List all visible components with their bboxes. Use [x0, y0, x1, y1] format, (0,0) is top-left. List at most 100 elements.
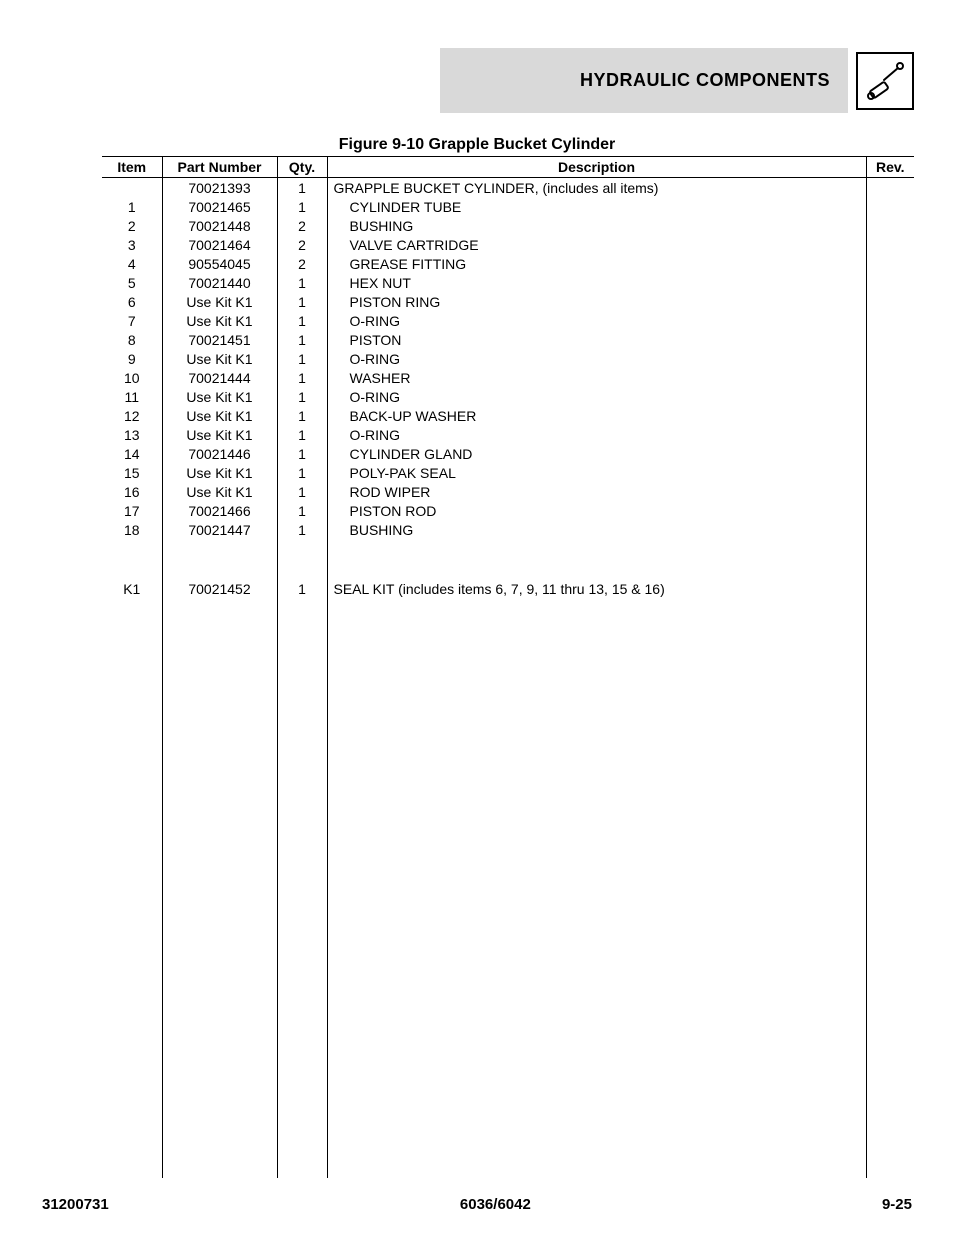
table-row: 7Use Kit K11O-RING [102, 311, 914, 330]
cell-qty: 1 [277, 387, 327, 406]
cell-desc: PISTON RING [327, 292, 866, 311]
cell-item [102, 178, 162, 198]
cell-item: 2 [102, 216, 162, 235]
cell-rev [866, 406, 914, 425]
cell-desc: O-RING [327, 425, 866, 444]
cell-desc: CYLINDER GLAND [327, 444, 866, 463]
cell-qty: 2 [277, 216, 327, 235]
footer-right: 9-25 [882, 1196, 912, 1213]
cell-qty: 1 [277, 579, 327, 598]
cell-qty: 1 [277, 311, 327, 330]
cell-part: 70021465 [162, 197, 277, 216]
cell-rev [866, 482, 914, 501]
cell-rev [866, 444, 914, 463]
cell-qty: 1 [277, 273, 327, 292]
table-row: 1700214651CYLINDER TUBE [102, 197, 914, 216]
cell-rev [866, 292, 914, 311]
cell-desc: O-RING [327, 349, 866, 368]
hydraulic-cylinder-icon [856, 52, 914, 110]
table-row: 12Use Kit K11BACK-UP WASHER [102, 406, 914, 425]
table-row: 8700214511PISTON [102, 330, 914, 349]
cell-item: 6 [102, 292, 162, 311]
cell-desc: PISTON ROD [327, 501, 866, 520]
table-row: 13Use Kit K11O-RING [102, 425, 914, 444]
spacer-row [102, 539, 914, 579]
cell-item: 5 [102, 273, 162, 292]
cell-desc: GREASE FITTING [327, 254, 866, 273]
table-row: 700213931GRAPPLE BUCKET CYLINDER, (inclu… [102, 178, 914, 198]
col-header-item: Item [102, 157, 162, 178]
cell-item: 11 [102, 387, 162, 406]
cell-part: 70021466 [162, 501, 277, 520]
cell-item: 1 [102, 197, 162, 216]
cell-part: Use Kit K1 [162, 292, 277, 311]
cell-part: Use Kit K1 [162, 387, 277, 406]
footer-center: 6036/6042 [460, 1196, 531, 1213]
cell-item: 18 [102, 520, 162, 539]
cell-desc: POLY-PAK SEAL [327, 463, 866, 482]
cell-item: 13 [102, 425, 162, 444]
section-title: HYDRAULIC COMPONENTS [440, 48, 848, 113]
cell-item: 15 [102, 463, 162, 482]
cell-desc: O-RING [327, 387, 866, 406]
cell-qty: 1 [277, 444, 327, 463]
cell-rev [866, 579, 914, 598]
cell-part: 70021446 [162, 444, 277, 463]
table-row: 5700214401HEX NUT [102, 273, 914, 292]
cell-part: Use Kit K1 [162, 349, 277, 368]
cell-qty: 1 [277, 520, 327, 539]
cell-rev [866, 273, 914, 292]
table-row: 2700214482BUSHING [102, 216, 914, 235]
cell-qty: 1 [277, 482, 327, 501]
cell-item: 9 [102, 349, 162, 368]
cell-qty: 1 [277, 463, 327, 482]
cell-qty: 1 [277, 349, 327, 368]
cell-rev [866, 387, 914, 406]
cell-item: 7 [102, 311, 162, 330]
cell-part: 70021440 [162, 273, 277, 292]
cell-desc: CYLINDER TUBE [327, 197, 866, 216]
section-header: HYDRAULIC COMPONENTS [440, 48, 914, 113]
cell-rev [866, 254, 914, 273]
cell-qty: 1 [277, 197, 327, 216]
table-row: 17700214661PISTON ROD [102, 501, 914, 520]
table-row: 11Use Kit K11O-RING [102, 387, 914, 406]
cell-part: 70021444 [162, 368, 277, 387]
table-row: 15Use Kit K11POLY-PAK SEAL [102, 463, 914, 482]
cell-qty: 1 [277, 368, 327, 387]
cell-rev [866, 463, 914, 482]
cell-part: Use Kit K1 [162, 406, 277, 425]
cell-qty: 1 [277, 406, 327, 425]
cell-part: 90554045 [162, 254, 277, 273]
cell-rev [866, 216, 914, 235]
cell-part: 70021451 [162, 330, 277, 349]
figure-title: Figure 9-10 Grapple Bucket Cylinder [0, 136, 954, 154]
cell-qty: 1 [277, 501, 327, 520]
page-footer: 31200731 6036/6042 9-25 [0, 1196, 954, 1213]
cell-part: 70021447 [162, 520, 277, 539]
cell-item: 8 [102, 330, 162, 349]
cell-rev [866, 178, 914, 198]
cell-item: 16 [102, 482, 162, 501]
table-row: 14700214461CYLINDER GLAND [102, 444, 914, 463]
cell-part: 70021448 [162, 216, 277, 235]
cell-item: 12 [102, 406, 162, 425]
table-row: 18700214471BUSHING [102, 520, 914, 539]
cell-desc: ROD WIPER [327, 482, 866, 501]
cell-part: Use Kit K1 [162, 463, 277, 482]
table-row: 10700214441WASHER [102, 368, 914, 387]
cell-qty: 2 [277, 254, 327, 273]
cell-desc: BUSHING [327, 520, 866, 539]
cell-item: 14 [102, 444, 162, 463]
table-row-kit: K1700214521SEAL KIT (includes items 6, 7… [102, 579, 914, 598]
col-header-qty: Qty. [277, 157, 327, 178]
parts-table: Item Part Number Qty. Description Rev. 7… [102, 156, 914, 1178]
table-row: 4905540452GREASE FITTING [102, 254, 914, 273]
cell-rev [866, 425, 914, 444]
col-header-rev: Rev. [866, 157, 914, 178]
cell-part: Use Kit K1 [162, 482, 277, 501]
table-row: 6Use Kit K11PISTON RING [102, 292, 914, 311]
cell-part: 70021464 [162, 235, 277, 254]
cell-item: K1 [102, 579, 162, 598]
cell-rev [866, 501, 914, 520]
